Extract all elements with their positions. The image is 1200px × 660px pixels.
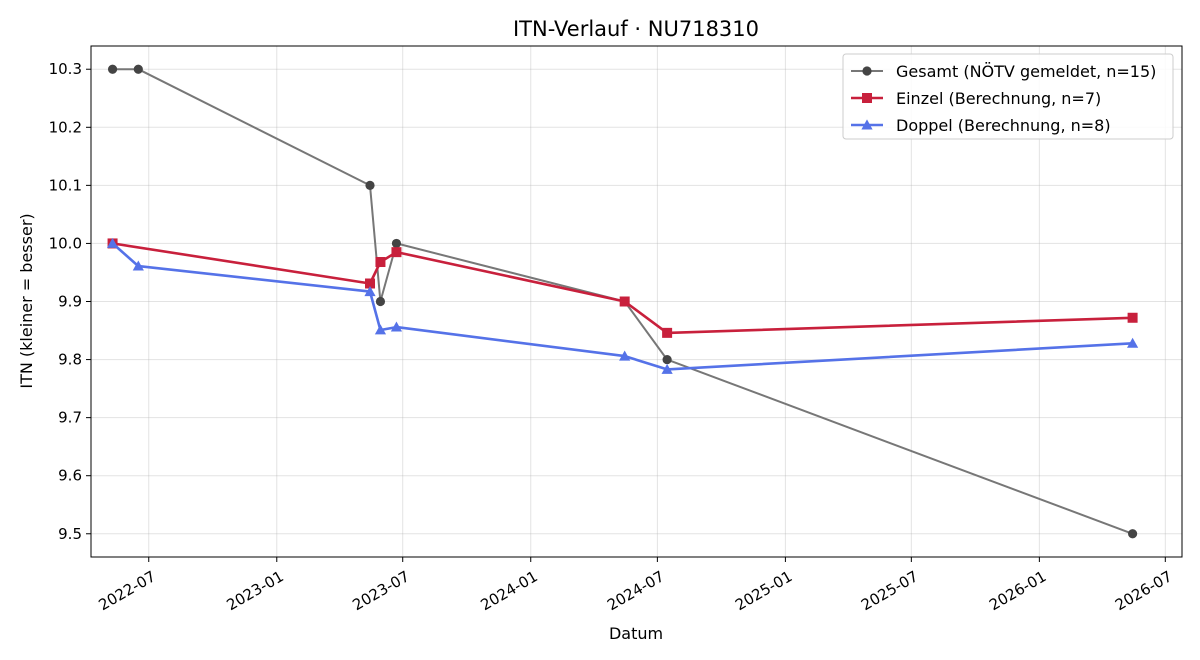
y-tick-label: 9.6 — [58, 467, 82, 485]
legend-marker — [862, 66, 872, 76]
data-point — [390, 321, 403, 332]
legend-marker — [862, 93, 872, 103]
x-tick-label: 2026-01 — [986, 567, 1049, 614]
series-group — [106, 64, 1139, 539]
x-tick-label: 2024-01 — [477, 567, 540, 614]
x-axis: 2022-07 2023-01 2023-07 2024-01 2024-07 2025-… — [95, 557, 1175, 614]
y-axis-label: ITN (kleiner = besser) — [17, 213, 36, 388]
data-point — [619, 296, 630, 307]
y-tick-label: 9.7 — [58, 409, 82, 427]
y-tick-label: 9.8 — [58, 351, 82, 369]
x-tick-label: 2023-01 — [223, 567, 286, 614]
data-point — [375, 296, 386, 307]
legend: Gesamt (NÖTV gemeldet, n=15) Einzel (Bere… — [842, 53, 1174, 140]
data-point — [661, 363, 673, 374]
x-tick-label: 2024-07 — [604, 567, 667, 614]
x-tick-label: 2022-07 — [95, 567, 158, 614]
legend-label: Doppel (Berechnung, n=8) — [896, 116, 1111, 135]
y-axis: 9.5 9.6 9.7 9.8 9.9 10.0 10.1 10.2 10.3 — [49, 60, 91, 543]
series-line — [112, 68, 1133, 535]
data-point — [374, 324, 387, 335]
legend-label: Einzel (Berechnung, n=7) — [896, 89, 1101, 108]
data-point — [391, 238, 402, 249]
x-tick-label: 2026-07 — [1112, 567, 1175, 614]
data-point — [375, 257, 386, 268]
y-tick-label: 10.0 — [49, 234, 82, 252]
x-tick-label: 2025-01 — [732, 567, 795, 614]
legend-box — [842, 53, 1174, 140]
y-tick-label: 10.1 — [49, 176, 82, 194]
chart-title: ITN-Verlauf · NU718310 — [513, 17, 759, 41]
data-point — [364, 286, 376, 297]
data-point — [106, 237, 119, 248]
data-point — [1126, 337, 1139, 348]
series-line — [112, 242, 1133, 335]
data-point — [132, 260, 144, 271]
data-point — [662, 327, 673, 338]
legend-label: Gesamt (NÖTV gemeldet, n=15) — [896, 62, 1156, 81]
series-triangle — [106, 237, 1139, 374]
data-point — [662, 354, 672, 365]
y-tick-label: 10.2 — [49, 118, 82, 136]
y-tick-label: 10.3 — [49, 60, 82, 78]
x-tick-label: 2025-07 — [858, 567, 921, 614]
series-square — [107, 238, 1138, 338]
data-point — [619, 350, 631, 361]
legend-item: Einzel (Berechnung, n=7) — [851, 89, 1101, 108]
series-line — [111, 242, 1133, 371]
data-point — [1127, 312, 1138, 323]
legend-item: Doppel (Berechnung, n=8) — [851, 116, 1111, 135]
data-point — [107, 64, 118, 74]
y-tick-label: 9.5 — [58, 525, 82, 543]
data-point — [1127, 529, 1138, 539]
data-point — [365, 278, 376, 289]
data-point — [133, 64, 143, 74]
y-tick-label: 9.9 — [58, 293, 82, 311]
legend-marker — [861, 119, 873, 130]
data-point — [391, 247, 402, 258]
legend-item: Gesamt (NÖTV gemeldet, n=15) — [851, 62, 1156, 81]
x-axis-label: Datum — [609, 624, 663, 643]
x-tick-label: 2023-07 — [349, 567, 412, 614]
data-point — [365, 180, 375, 190]
